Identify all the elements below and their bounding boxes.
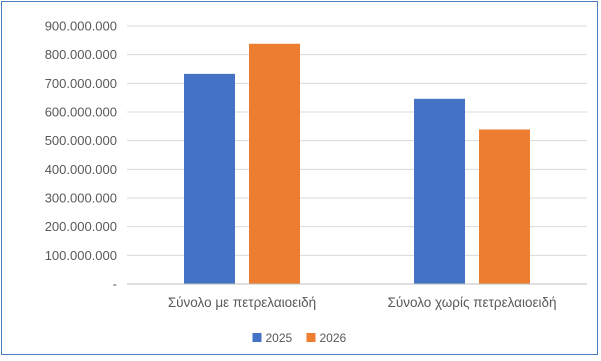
bar-2026-1 — [249, 43, 300, 285]
x-category-label: Σύνολο χωρίς πετρελαιοειδή — [388, 295, 557, 310]
y-tick-label: - — [113, 277, 117, 292]
bar-2025-2 — [414, 98, 465, 285]
axes: 900.000.000 800.000.000 700.000.000 600.000… — [45, 19, 587, 310]
y-tick-label: 700.000.000 — [45, 76, 117, 91]
bar-2026-2 — [479, 129, 530, 284]
legend-label-2026: 2026 — [320, 331, 347, 345]
y-tick-label: 100.000.000 — [45, 248, 117, 263]
y-tick-label: 900.000.000 — [45, 19, 117, 34]
y-tick-label: 200.000.000 — [45, 219, 117, 234]
y-tick-label: 800.000.000 — [45, 47, 117, 62]
bar-chart: 900.000.000 800.000.000 700.000.000 600.000… — [45, 19, 587, 345]
legend-label-2025: 2025 — [266, 331, 293, 345]
bar-2025-1 — [184, 73, 235, 284]
bars — [184, 43, 530, 285]
chart-frame: 900.000.000 800.000.000 700.000.000 600.000… — [1, 1, 598, 355]
x-category-label: Σύνολο με πετρελαιοειδή — [168, 295, 316, 310]
y-tick-label: 400.000.000 — [45, 162, 117, 177]
y-tick-label: 600.000.000 — [45, 105, 117, 120]
y-tick-label: 300.000.000 — [45, 191, 117, 206]
legend: 2025 2026 — [252, 331, 347, 345]
legend-swatch-2025 — [252, 333, 262, 342]
legend-swatch-2026 — [306, 333, 316, 342]
y-tick-label: 500.000.000 — [45, 133, 117, 148]
